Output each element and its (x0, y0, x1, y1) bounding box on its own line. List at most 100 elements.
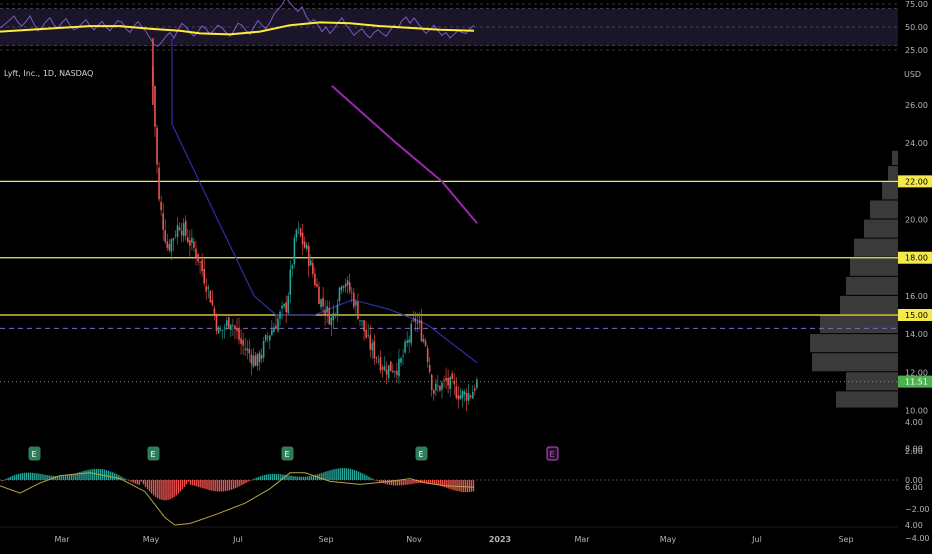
macd-bar (44, 474, 46, 480)
macd-bar (32, 472, 34, 480)
candle-body (303, 241, 306, 248)
candle-body (213, 308, 216, 315)
rsi-tick-label: 75.00 (905, 0, 928, 9)
macd-bar (456, 480, 458, 492)
macd-bar (435, 480, 438, 485)
candle-body (367, 334, 369, 336)
candle-body (191, 237, 193, 243)
macd-bar (241, 480, 243, 486)
macd-bar (306, 476, 309, 480)
macd-bar (175, 480, 177, 496)
horizontal-level-label: 18.00 (905, 254, 928, 263)
candle-body (172, 238, 175, 241)
earnings-badge (415, 446, 428, 461)
macd-bar (433, 480, 436, 485)
candle-body (250, 354, 253, 364)
candle-body (271, 329, 273, 335)
macd-bar (89, 469, 91, 480)
candle-body (244, 348, 246, 350)
macd-bar (202, 480, 204, 489)
macd-bar (394, 480, 397, 486)
macd-bar (226, 480, 229, 491)
candle-body (381, 367, 384, 370)
macd-bar (91, 469, 93, 480)
macd-bar (185, 480, 188, 485)
candle-body (287, 295, 290, 314)
candle-body (443, 379, 445, 381)
macd-bar (421, 480, 423, 483)
macd-bar (353, 470, 356, 480)
price-tick-label: 24.00 (905, 139, 928, 148)
macd-bar (25, 472, 28, 480)
macd-bar (222, 480, 225, 492)
candle-body (350, 292, 353, 293)
candle-body (275, 325, 277, 329)
candle-body (432, 389, 435, 394)
macd-bar (310, 475, 313, 480)
macd-bar (380, 480, 382, 483)
candle-body (307, 245, 310, 267)
candle-body (414, 318, 417, 322)
macd-bar (23, 472, 26, 480)
macd-bar (48, 475, 50, 480)
candle-body (186, 237, 189, 243)
macd-bar (5, 478, 7, 480)
candle-body (207, 287, 210, 289)
macd-bar (427, 480, 430, 484)
candle-body (451, 373, 454, 380)
macd-bar (36, 473, 38, 480)
macd-bar (171, 480, 173, 499)
macd-bar (138, 480, 141, 485)
earnings-marker[interactable]: E (28, 446, 41, 461)
macd-bar (263, 474, 266, 480)
candle-body (406, 340, 408, 344)
candle-body (223, 327, 226, 329)
macd-bar (358, 471, 360, 480)
horizontal-levels[interactable]: 22.00 18.00 15.00 (0, 175, 932, 329)
volume-profile (810, 150, 898, 408)
macd-bar (458, 480, 460, 492)
macd-bar (103, 469, 106, 480)
candle-body (182, 223, 185, 237)
macd-bar (19, 473, 22, 480)
candle-body (262, 341, 265, 358)
macd-bar (339, 468, 341, 480)
candle-body (449, 377, 451, 390)
time-axis-label: Sep (838, 535, 853, 544)
candle-body (322, 297, 324, 307)
earnings-marker[interactable]: E (281, 446, 294, 461)
candle-body (416, 322, 419, 324)
candle-body (396, 370, 398, 375)
candle-body (193, 241, 195, 248)
macd-bar (321, 472, 323, 480)
macd-bar (75, 473, 77, 480)
macd-bar (150, 480, 153, 494)
candle-body (277, 318, 279, 331)
macd-bar (81, 471, 83, 480)
macd-bar (325, 471, 327, 480)
earnings-marker[interactable]: E (546, 446, 559, 461)
candle-body (219, 329, 222, 331)
macd-bar (173, 480, 175, 498)
candle-body (252, 355, 255, 367)
horizontal-level-label: 22.00 (905, 177, 928, 186)
macd-bar (167, 480, 169, 500)
macd-bar (144, 480, 147, 487)
candle-body (383, 366, 386, 371)
candle-body (402, 355, 404, 357)
macd-bar (446, 480, 448, 488)
candle-body (291, 265, 294, 269)
candle-body (353, 292, 355, 307)
macd-bar (40, 473, 42, 480)
macd-bar (345, 468, 348, 480)
macd-bar (230, 480, 233, 490)
macd-bar (56, 476, 59, 480)
macd-bar (425, 480, 428, 483)
candle-body (338, 287, 341, 302)
earnings-marker[interactable]: E (415, 446, 428, 461)
earnings-marker[interactable]: E (147, 446, 160, 461)
macd-bar (298, 476, 300, 480)
